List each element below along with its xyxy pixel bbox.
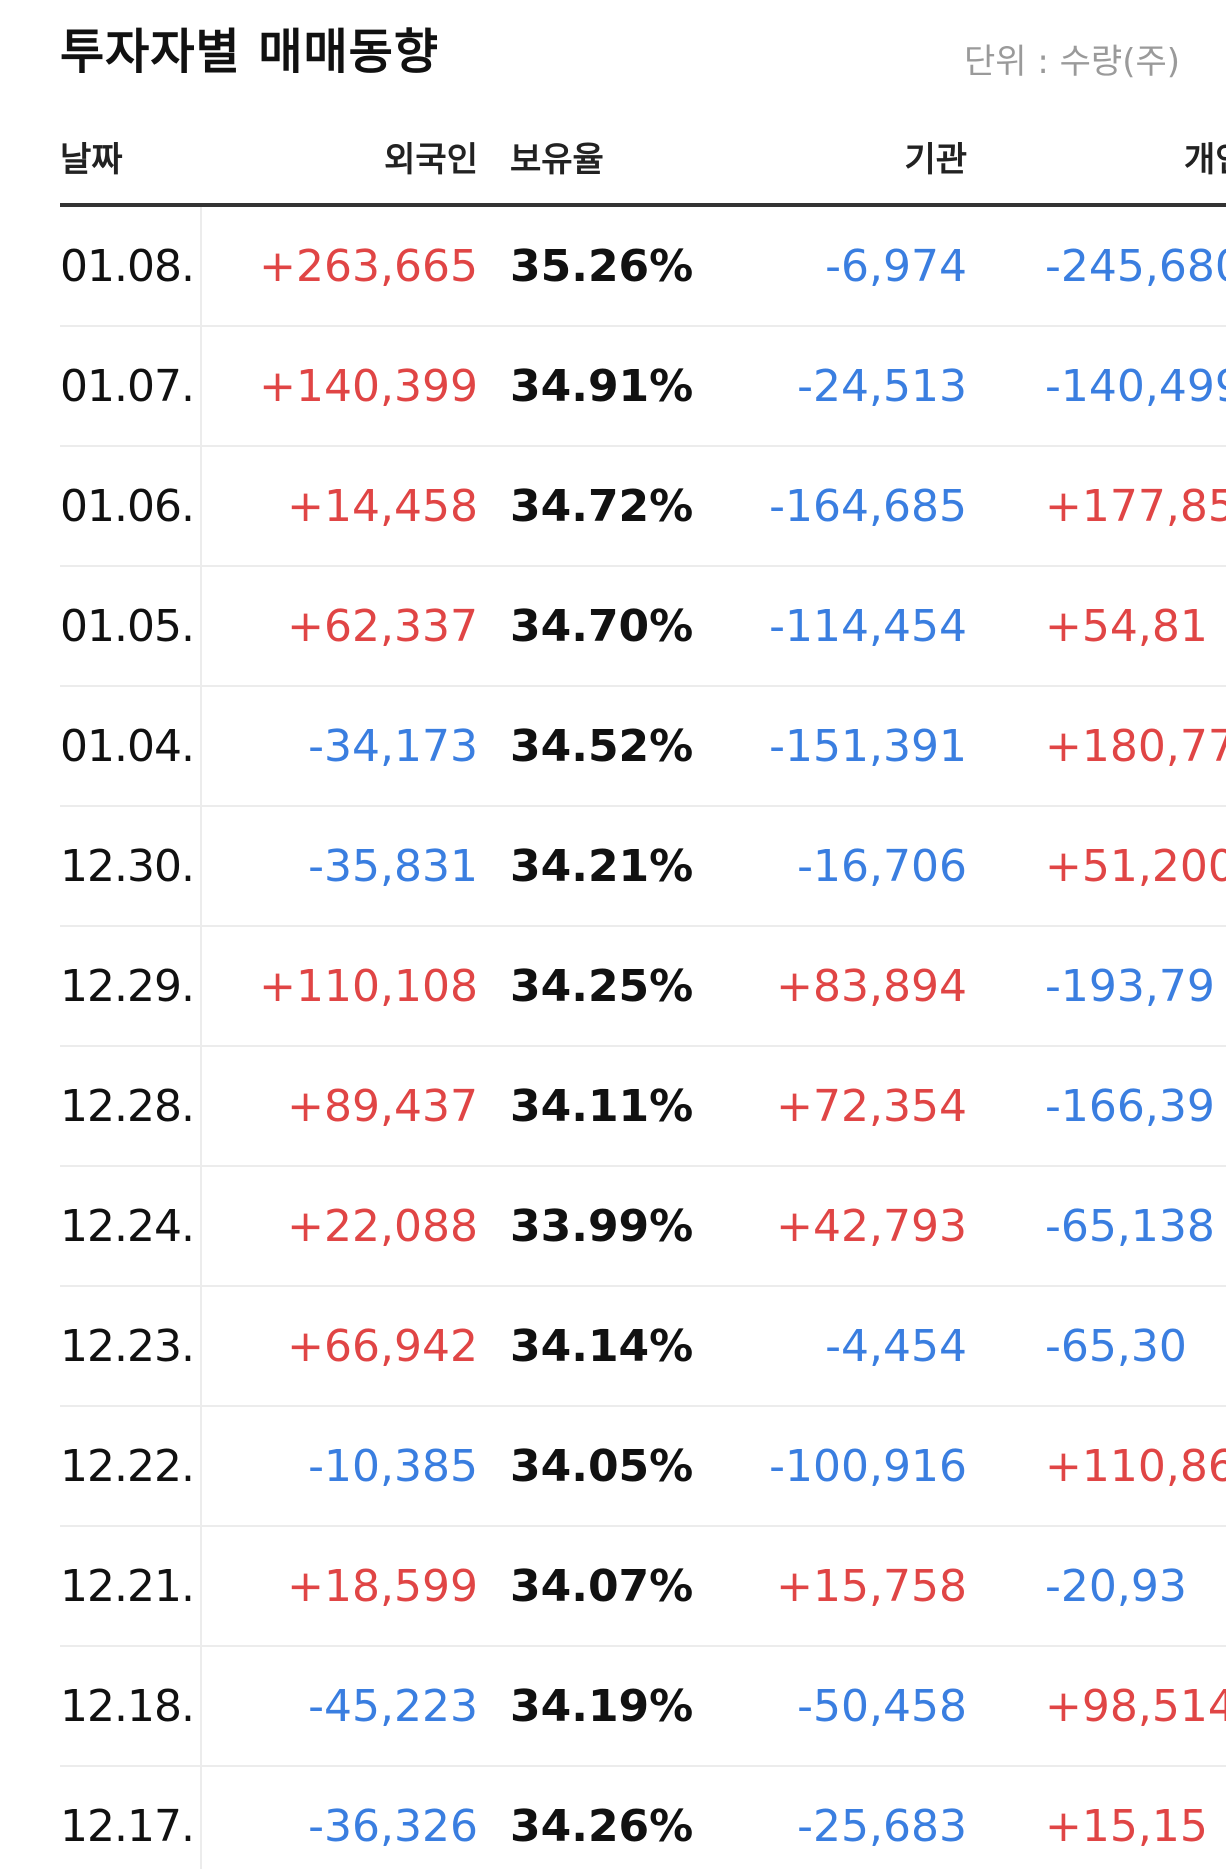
- table-row: 12.23. +66,942 34.14% -4,454 -65,30: [60, 1287, 1226, 1407]
- individual-cell: +177,858: [1045, 481, 1226, 532]
- header-institution: 기관: [904, 140, 967, 180]
- table-row: 12.24. +22,088 33.99% +42,793 -65,138: [60, 1167, 1226, 1287]
- header-ratio: 보유율: [510, 140, 604, 180]
- date-cell: 12.21.: [60, 1561, 195, 1612]
- individual-cell: -193,79: [1045, 961, 1215, 1012]
- individual-cell: +15,15: [1045, 1801, 1208, 1852]
- foreign-cell: +140,399: [259, 361, 478, 412]
- ratio-cell: 34.70%: [510, 601, 694, 652]
- table-row: 12.29. +110,108 34.25% +83,894 -193,79: [60, 927, 1226, 1047]
- foreign-cell: +110,108: [259, 961, 478, 1012]
- date-cell: 01.08.: [60, 241, 195, 292]
- ratio-cell: 34.25%: [510, 961, 694, 1012]
- table-row: 01.08. +263,665 35.26% -6,974 -245,680: [60, 207, 1226, 327]
- date-cell: 12.28.: [60, 1081, 195, 1132]
- foreign-cell: -35,831: [308, 841, 478, 892]
- header-date: 날짜: [60, 140, 123, 180]
- ratio-cell: 34.52%: [510, 721, 694, 772]
- individual-cell: +180,778: [1045, 721, 1226, 772]
- institution-cell: -25,683: [797, 1801, 967, 1852]
- ratio-cell: 34.14%: [510, 1321, 694, 1372]
- date-cell: 01.04.: [60, 721, 195, 772]
- individual-cell: +54,81: [1045, 601, 1208, 652]
- ratio-cell: 34.91%: [510, 361, 694, 412]
- institution-cell: -114,454: [769, 601, 967, 652]
- institution-cell: -50,458: [797, 1681, 967, 1732]
- individual-cell: +51,200: [1045, 841, 1226, 892]
- foreign-cell: -45,223: [308, 1681, 478, 1732]
- table-row: 01.04. -34,173 34.52% -151,391 +180,778: [60, 687, 1226, 807]
- foreign-cell: +62,337: [287, 601, 478, 652]
- ratio-cell: 34.72%: [510, 481, 694, 532]
- foreign-cell: +263,665: [259, 241, 478, 292]
- table-row: 12.21. +18,599 34.07% +15,758 -20,93: [60, 1527, 1226, 1647]
- unit-label: 단위 : 수량(주): [964, 42, 1180, 82]
- header-individual: 개인: [1184, 140, 1226, 180]
- investor-trading-table: 날짜 외국인 보유율 기관 개인 01.08. +263,665 35.26% -6,…: [60, 100, 1226, 1869]
- foreign-cell: +66,942: [287, 1321, 478, 1372]
- date-cell: 12.22.: [60, 1441, 195, 1492]
- ratio-cell: 34.21%: [510, 841, 694, 892]
- table-row: 12.17. -36,326 34.26% -25,683 +15,15: [60, 1767, 1226, 1869]
- institution-cell: +83,894: [776, 961, 967, 1012]
- individual-cell: +110,868: [1045, 1441, 1226, 1492]
- individual-cell: -140,499: [1045, 361, 1226, 412]
- table-body: 01.08. +263,665 35.26% -6,974 -245,680 01.07.…: [60, 207, 1226, 1869]
- foreign-cell: +18,599: [287, 1561, 478, 1612]
- individual-cell: -20,93: [1045, 1561, 1187, 1612]
- ratio-cell: 34.11%: [510, 1081, 694, 1132]
- individual-cell: +98,514: [1045, 1681, 1226, 1732]
- page-title: 투자자별 매매동향: [60, 24, 439, 80]
- institution-cell: -24,513: [797, 361, 967, 412]
- individual-cell: -65,138: [1045, 1201, 1215, 1252]
- table-row: 01.06. +14,458 34.72% -164,685 +177,858: [60, 447, 1226, 567]
- institution-cell: -100,916: [769, 1441, 967, 1492]
- foreign-cell: -36,326: [308, 1801, 478, 1852]
- ratio-cell: 34.05%: [510, 1441, 694, 1492]
- date-cell: 12.24.: [60, 1201, 195, 1252]
- table-row: 12.18. -45,223 34.19% -50,458 +98,514: [60, 1647, 1226, 1767]
- date-column-divider: [200, 207, 202, 1869]
- date-cell: 01.05.: [60, 601, 195, 652]
- date-cell: 12.18.: [60, 1681, 195, 1732]
- date-cell: 01.06.: [60, 481, 195, 532]
- date-cell: 12.29.: [60, 961, 195, 1012]
- date-cell: 12.30.: [60, 841, 195, 892]
- date-cell: 12.23.: [60, 1321, 195, 1372]
- foreign-cell: +14,458: [287, 481, 478, 532]
- table-row: 12.22. -10,385 34.05% -100,916 +110,868: [60, 1407, 1226, 1527]
- ratio-cell: 34.07%: [510, 1561, 694, 1612]
- table-row: 01.07. +140,399 34.91% -24,513 -140,499: [60, 327, 1226, 447]
- institution-cell: +15,758: [776, 1561, 967, 1612]
- institution-cell: -6,974: [825, 241, 967, 292]
- institution-cell: -151,391: [769, 721, 967, 772]
- header-foreign: 외국인: [384, 140, 478, 180]
- date-cell: 01.07.: [60, 361, 195, 412]
- table-row: 01.05. +62,337 34.70% -114,454 +54,81: [60, 567, 1226, 687]
- institution-cell: +42,793: [776, 1201, 967, 1252]
- institution-cell: +72,354: [776, 1081, 967, 1132]
- ratio-cell: 35.26%: [510, 241, 694, 292]
- table-header: 날짜 외국인 보유율 기관 개인: [60, 100, 1226, 207]
- institution-cell: -4,454: [825, 1321, 967, 1372]
- individual-cell: -65,30: [1045, 1321, 1187, 1372]
- individual-cell: -166,39: [1045, 1081, 1215, 1132]
- ratio-cell: 34.26%: [510, 1801, 694, 1852]
- foreign-cell: +89,437: [287, 1081, 478, 1132]
- ratio-cell: 34.19%: [510, 1681, 694, 1732]
- table-row: 12.28. +89,437 34.11% +72,354 -166,39: [60, 1047, 1226, 1167]
- foreign-cell: -34,173: [308, 721, 478, 772]
- ratio-cell: 33.99%: [510, 1201, 694, 1252]
- individual-cell: -245,680: [1045, 241, 1226, 292]
- foreign-cell: -10,385: [308, 1441, 478, 1492]
- foreign-cell: +22,088: [287, 1201, 478, 1252]
- institution-cell: -16,706: [797, 841, 967, 892]
- table-row: 12.30. -35,831 34.21% -16,706 +51,200: [60, 807, 1226, 927]
- institution-cell: -164,685: [769, 481, 967, 532]
- date-cell: 12.17.: [60, 1801, 195, 1852]
